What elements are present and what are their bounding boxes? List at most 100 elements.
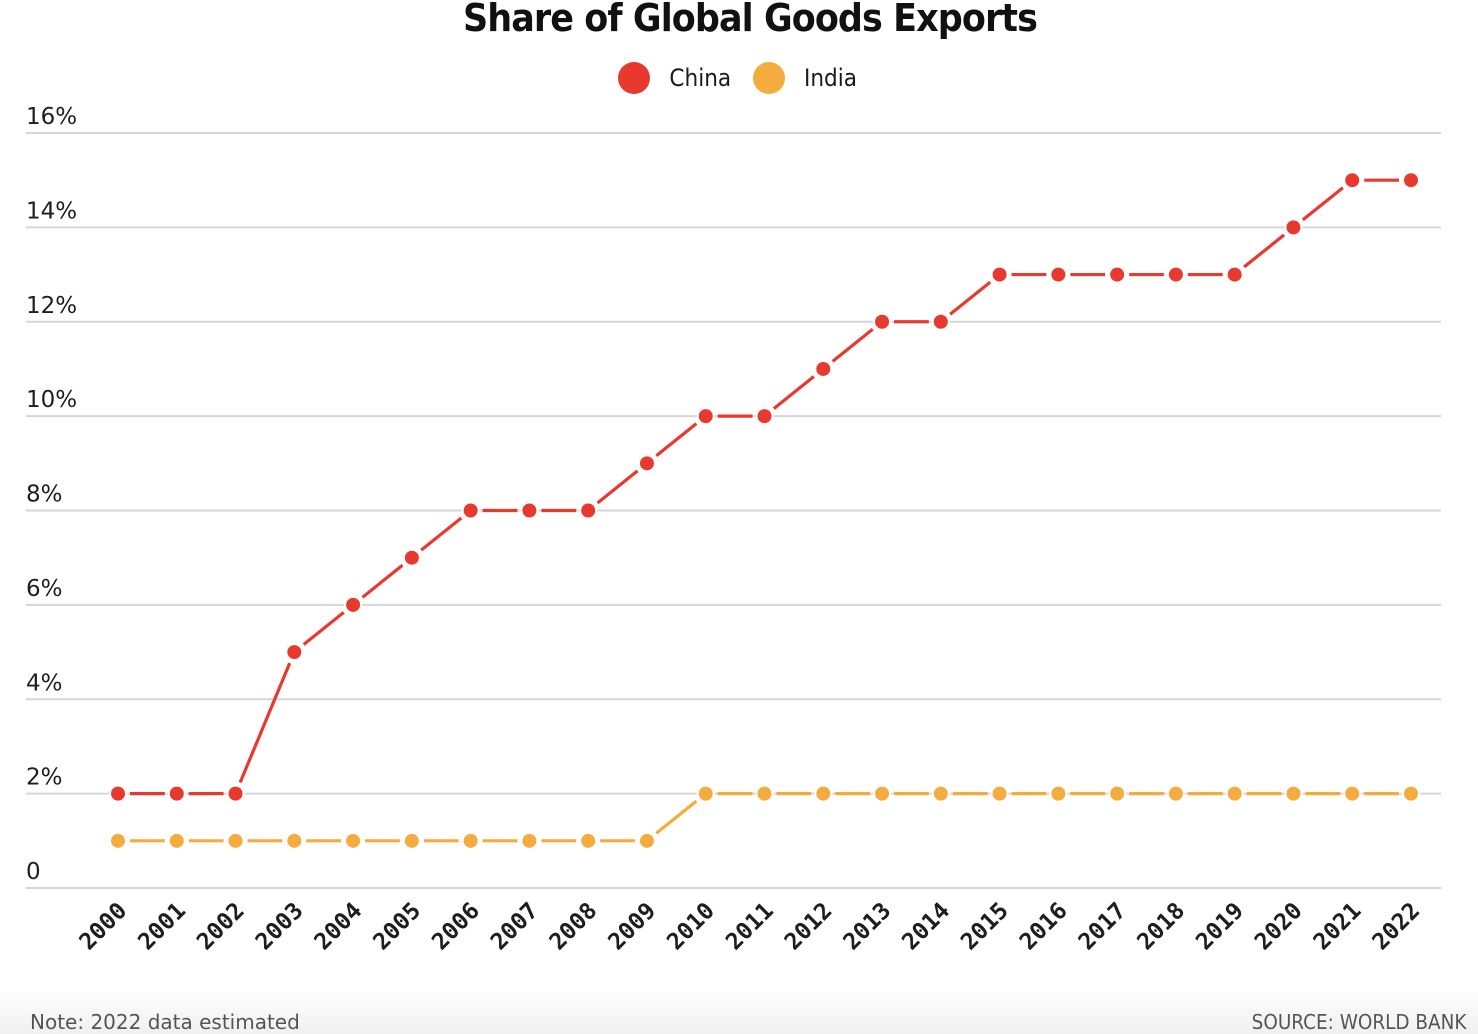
x-tick-label: 2009	[604, 898, 662, 956]
series-china	[109, 171, 1420, 803]
x-tick-label: 2022	[1368, 898, 1426, 956]
data-point	[1343, 171, 1362, 190]
data-point	[285, 643, 304, 662]
line-segment	[949, 280, 992, 316]
legend: China India	[0, 62, 1478, 94]
data-point	[637, 831, 656, 850]
x-tick-label: 2019	[1191, 898, 1249, 956]
x-axis-ticks: 2000 2001 2002 2003 2004 2005 2006 2007 2008 2009…	[75, 898, 1426, 956]
data-point	[1402, 784, 1420, 803]
x-tick-label: 2013	[839, 898, 897, 956]
legend-label-china: China	[669, 64, 732, 92]
data-point	[873, 784, 892, 803]
data-point	[402, 548, 421, 567]
data-point	[637, 454, 656, 473]
y-tick-label: 10%	[26, 387, 77, 413]
data-point	[109, 831, 127, 850]
data-point	[226, 784, 245, 803]
data-point	[1108, 265, 1127, 284]
data-point	[167, 831, 186, 850]
y-tick-label: 8%	[26, 482, 63, 508]
data-point	[931, 312, 950, 331]
data-point	[1225, 784, 1244, 803]
x-tick-label: 2021	[1309, 898, 1367, 956]
data-point	[344, 831, 363, 850]
line-segment	[420, 516, 463, 552]
data-point	[1402, 171, 1420, 190]
x-tick-label: 2018	[1133, 898, 1191, 956]
series-layer	[109, 171, 1420, 850]
x-tick-label: 2007	[486, 898, 544, 956]
data-point	[931, 784, 950, 803]
data-point	[1108, 784, 1127, 803]
x-tick-label: 2020	[1250, 898, 1308, 956]
data-point	[1049, 265, 1068, 284]
data-point	[755, 407, 774, 426]
data-point	[344, 595, 363, 614]
y-tick-label: 4%	[26, 670, 63, 696]
x-tick-label: 2000	[75, 898, 133, 956]
data-point	[696, 407, 715, 426]
x-tick-label: 2016	[1015, 898, 1073, 956]
data-point	[814, 784, 833, 803]
y-tick-label: 0	[26, 859, 41, 885]
x-tick-label: 2011	[721, 898, 779, 956]
x-tick-label: 2004	[310, 898, 368, 956]
data-point	[1343, 784, 1362, 803]
line-segment	[361, 563, 404, 599]
x-tick-label: 2017	[1074, 898, 1132, 956]
y-tick-label: 16%	[26, 104, 77, 130]
data-point	[990, 265, 1009, 284]
data-point	[167, 784, 186, 803]
y-tick-label: 6%	[26, 576, 63, 602]
x-tick-label: 2001	[133, 898, 191, 956]
data-point	[109, 784, 127, 803]
data-point	[461, 831, 480, 850]
x-tick-label: 2002	[192, 898, 250, 956]
data-point	[579, 831, 598, 850]
data-point	[755, 784, 774, 803]
x-tick-label: 2010	[662, 898, 720, 956]
y-axis-ticks: 0 2% 4% 6% 8% 10% 12% 14% 16%	[26, 104, 77, 885]
data-point	[226, 831, 245, 850]
data-point	[461, 501, 480, 520]
y-tick-label: 2%	[26, 765, 63, 791]
legend-item-india: India	[752, 62, 860, 94]
data-point	[990, 784, 1009, 803]
legend-swatch-india	[752, 62, 785, 94]
x-tick-label: 2006	[427, 898, 485, 956]
data-point	[1284, 784, 1303, 803]
data-point	[285, 831, 304, 850]
line-segment	[238, 662, 292, 784]
footnote: Note: 2022 data estimated	[30, 1010, 300, 1034]
gridlines	[26, 132, 1441, 889]
line-segment	[596, 469, 639, 505]
data-point	[402, 831, 421, 850]
data-point	[1166, 784, 1185, 803]
y-tick-label: 12%	[26, 293, 77, 319]
data-point	[1225, 265, 1244, 284]
data-point	[1166, 265, 1185, 284]
legend-label-india: India	[803, 64, 857, 92]
data-point	[579, 501, 598, 520]
data-point	[873, 312, 892, 331]
line-segment	[302, 611, 345, 646]
data-point	[1049, 784, 1068, 803]
x-tick-label: 2012	[780, 898, 838, 956]
x-tick-label: 2015	[956, 898, 1014, 956]
footer: Note: 2022 data estimated SOURCE: WORLD …	[0, 988, 1478, 1034]
line-segment	[1301, 186, 1344, 222]
line-segment	[1243, 233, 1286, 269]
chart-title: Share of Global Goods Exports	[463, 0, 1038, 40]
line-chart: 02%4%6%8%10%12%14%16% 2000 2001 2002 2003 20…	[26, 104, 1441, 956]
y-tick-label: 14%	[26, 198, 77, 224]
data-point	[520, 501, 539, 520]
line-segment	[655, 799, 698, 835]
series-india	[109, 784, 1420, 850]
line-segment	[772, 375, 815, 410]
x-tick-label: 2003	[251, 898, 309, 956]
x-tick-label: 2008	[545, 898, 603, 956]
legend-item-china: China	[618, 62, 735, 94]
source-credit: SOURCE: WORLD BANK	[1251, 1010, 1466, 1034]
data-point	[1284, 218, 1303, 237]
